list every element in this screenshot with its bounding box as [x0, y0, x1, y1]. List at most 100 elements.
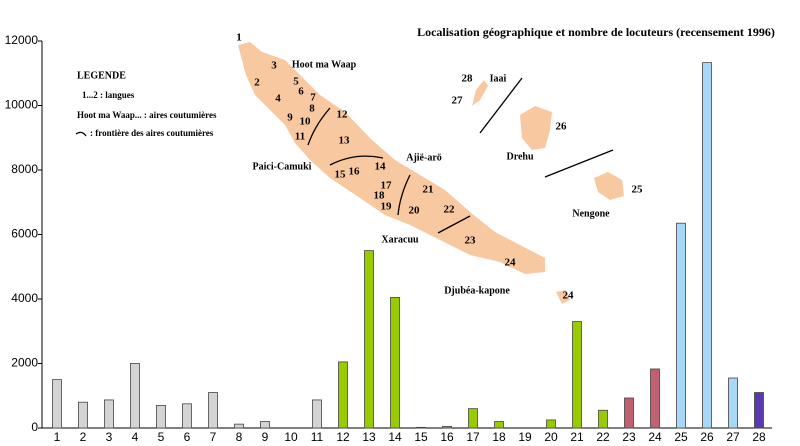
- bar: [468, 408, 478, 429]
- bar: [494, 421, 504, 429]
- bar: [78, 401, 88, 429]
- bar: [546, 419, 556, 429]
- map-area-label: Drehu: [506, 151, 533, 162]
- bar: [104, 399, 114, 429]
- x-tick-label: 15: [414, 430, 428, 444]
- x-tick-label: 2: [80, 430, 87, 444]
- map-area-label: Xaracuu: [381, 234, 419, 245]
- map-number: 27: [452, 95, 464, 107]
- map-number: 15: [335, 169, 347, 181]
- map-number: 24: [505, 257, 517, 269]
- bar: [312, 399, 322, 429]
- x-tick-label: 23: [622, 430, 636, 444]
- x-tick-label: 5: [158, 430, 165, 444]
- map-number: 1: [236, 32, 242, 44]
- map-number: 21: [423, 184, 434, 196]
- bar: [338, 361, 348, 429]
- bar: [182, 403, 192, 429]
- bar: [572, 321, 582, 429]
- island: [472, 80, 488, 106]
- map-number: 20: [409, 205, 421, 217]
- bar: [52, 379, 62, 429]
- map-number: 12: [337, 109, 349, 121]
- bar: [728, 377, 738, 429]
- x-tick-label: 19: [518, 430, 532, 444]
- x-tick-label: 16: [440, 430, 454, 444]
- x-tick-label: 11: [311, 430, 324, 444]
- legend-item: : frontière des aires coutumières: [90, 128, 214, 138]
- border: [329, 155, 384, 166]
- bar: [416, 426, 426, 429]
- bar: [260, 421, 270, 429]
- x-tick-label: 24: [648, 430, 662, 444]
- map-area-label: Hoot ma Waap: [292, 59, 357, 70]
- map-area-label: Djubéa-kapone: [444, 285, 510, 296]
- chart-title: Localisation géographique et nombre de l…: [417, 25, 775, 39]
- map-area-label: Iaai: [490, 73, 507, 84]
- bar: [390, 296, 400, 429]
- x-tick-label: 8: [236, 430, 243, 444]
- map-number: 17: [381, 180, 393, 192]
- x-tick-label: 27: [726, 430, 740, 444]
- map-number: 11: [295, 131, 305, 143]
- map-area-label: Nengone: [572, 208, 610, 219]
- bar: [156, 405, 166, 429]
- bar: [650, 368, 660, 429]
- y-tick-label: 8000: [11, 162, 38, 176]
- legend-item: 1...2 : langues: [82, 90, 135, 100]
- y-tick-label: 0: [31, 420, 38, 434]
- map-area-label: Ajië-arö: [406, 152, 442, 163]
- border: [437, 215, 471, 234]
- legend-item: Hoot ma Waap... : aires coutumières: [77, 110, 217, 120]
- x-tick-label: 4: [132, 430, 139, 444]
- y-tick-label: 6000: [11, 227, 38, 241]
- island: [594, 172, 624, 200]
- x-tick-label: 9: [262, 430, 269, 444]
- map-number: 4: [275, 93, 281, 105]
- x-tick-label: 21: [570, 430, 584, 444]
- map-number: 22: [444, 204, 456, 216]
- border: [397, 174, 411, 216]
- x-tick-label: 14: [388, 430, 402, 444]
- x-tick-label: 3: [106, 430, 113, 444]
- x-tick-label: 17: [466, 430, 480, 444]
- map-number: 3: [271, 60, 277, 72]
- map-number: 13: [339, 135, 351, 147]
- map: [75, 42, 624, 304]
- bar: [676, 222, 686, 429]
- bar: [234, 423, 244, 429]
- x-tick-label: 18: [492, 430, 506, 444]
- x-tick-label: 6: [184, 430, 191, 444]
- x-tick-label: 13: [362, 430, 376, 444]
- map-number: 6: [298, 86, 304, 98]
- x-tick-label: 20: [544, 430, 558, 444]
- map-number: 10: [300, 116, 312, 128]
- bar: [208, 392, 218, 429]
- map-number: 19: [381, 201, 393, 213]
- island: [556, 290, 570, 304]
- x-tick-label: 26: [700, 430, 714, 444]
- y-tick-label: 12000: [5, 33, 39, 47]
- x-tick-label: 10: [284, 430, 298, 444]
- border: [307, 107, 331, 146]
- x-tick-label: 22: [596, 430, 610, 444]
- x-tick-label: 12: [336, 430, 350, 444]
- x-tick-label: 25: [674, 430, 688, 444]
- x-tick-label: 28: [752, 430, 766, 444]
- map-number: 25: [632, 184, 644, 196]
- bar: [754, 392, 764, 429]
- map-number: 18: [374, 190, 386, 202]
- bar: [598, 409, 608, 429]
- bar: [364, 250, 374, 429]
- map-number: 23: [465, 235, 477, 247]
- x-tick-label: 7: [210, 430, 217, 444]
- grande-terre: [238, 42, 545, 274]
- map-number: 28: [462, 73, 474, 85]
- map-area-label: Paici-Camuki: [253, 161, 312, 172]
- legend-border-symbol: [75, 131, 87, 137]
- bar: [624, 397, 634, 429]
- map-number: 8: [309, 103, 315, 115]
- map-number: 16: [349, 166, 361, 178]
- bar: [442, 425, 452, 429]
